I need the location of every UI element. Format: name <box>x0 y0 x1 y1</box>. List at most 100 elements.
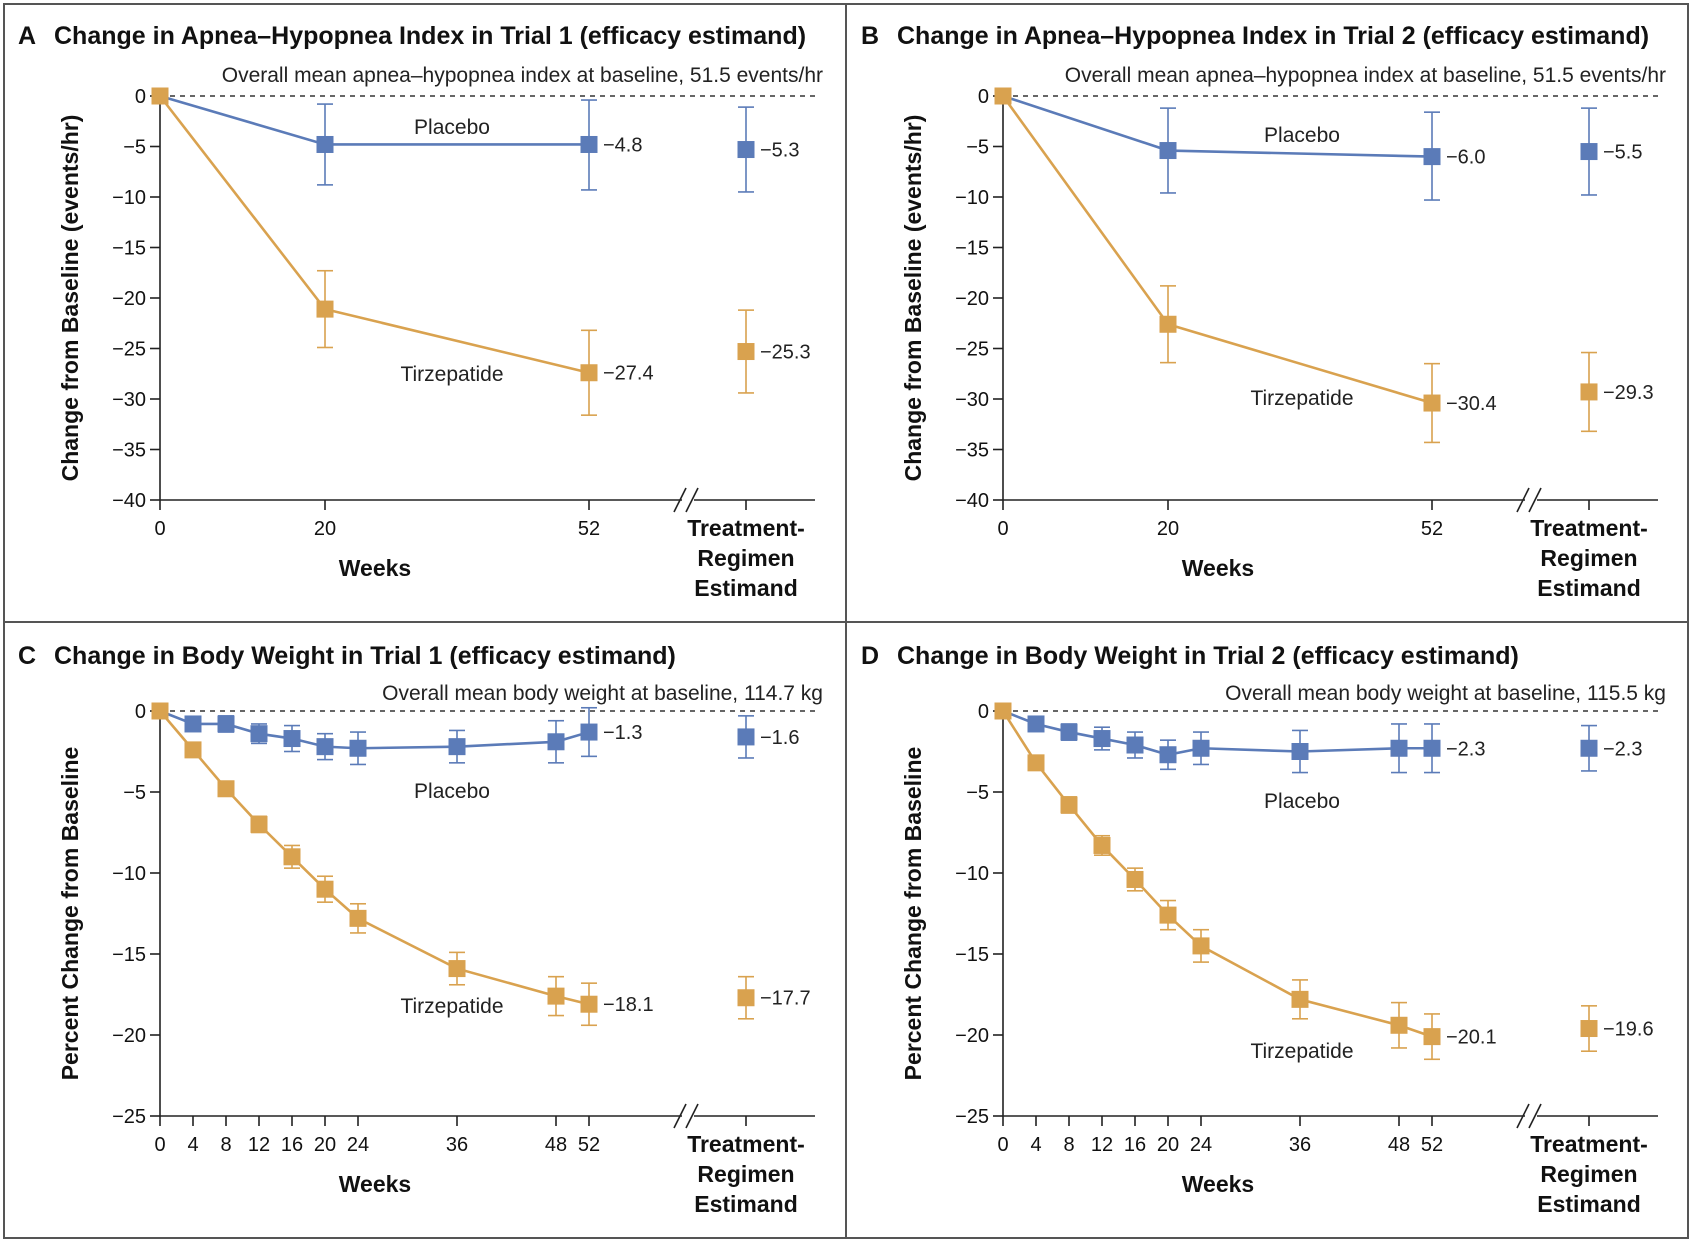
axis-break-mark <box>1516 1103 1530 1129</box>
axis-break-mark <box>1516 487 1530 513</box>
y-tick-label: −25 <box>112 1106 146 1128</box>
x-tick-label: 4 <box>187 1134 198 1156</box>
y-tick-label: −25 <box>955 339 989 361</box>
panel-title: Change in Body Weight in Trial 2 (effica… <box>897 642 1519 670</box>
y-tick-label: −20 <box>955 288 989 310</box>
data-point <box>448 738 466 756</box>
panel-b: B Change in Apnea–Hypopnea Index in Trial… <box>845 3 1689 623</box>
end-value-label: −20.1 <box>1446 1027 1497 1049</box>
series-name-label: Placebo <box>414 780 490 803</box>
estimand-axis-label: Estimand <box>1537 1191 1641 1217</box>
data-point <box>1390 1016 1408 1034</box>
data-point <box>151 702 169 720</box>
series-name-label: Tirzepatide <box>1250 387 1353 410</box>
series-line <box>1001 95 1433 405</box>
y-axis-label: Percent Change from Baseline <box>57 747 83 1081</box>
x-tick-label: 0 <box>997 1134 1008 1156</box>
estimand-axis-label: Treatment- <box>687 515 805 541</box>
y-tick-label: 0 <box>135 86 146 108</box>
estimand-axis-label: Estimand <box>694 575 798 601</box>
series-name-label: Tirzepatide <box>400 995 503 1018</box>
data-point <box>1027 715 1045 733</box>
end-value-label: −6.0 <box>1446 147 1485 169</box>
end-value-label: −4.8 <box>603 134 642 156</box>
estimand-value-label: −25.3 <box>760 342 811 364</box>
panel-frame <box>845 621 1689 1239</box>
x-tick-label: 24 <box>347 1134 369 1156</box>
data-point <box>1159 746 1177 764</box>
data-point <box>1093 836 1111 854</box>
data-point <box>1423 739 1441 757</box>
estimand-point <box>1580 383 1598 401</box>
x-tick-label: 52 <box>1421 518 1443 540</box>
y-tick-label: −35 <box>955 440 989 462</box>
data-point <box>547 987 565 1005</box>
data-point <box>316 300 334 318</box>
estimand-axis-label: Estimand <box>1537 575 1641 601</box>
estimand-value-label: −1.6 <box>760 727 799 749</box>
axis-break-mark <box>1528 1103 1542 1129</box>
estimand-axis-label: Regimen <box>1540 545 1637 571</box>
y-axis-label: Change from Baseline (events/hr) <box>57 115 83 482</box>
data-point <box>547 733 565 751</box>
series-line <box>159 710 590 1006</box>
estimand-axis-label: Treatment- <box>687 1131 805 1157</box>
x-axis-label: Weeks <box>1182 1171 1254 1197</box>
x-axis-label: Weeks <box>1182 555 1254 581</box>
y-tick-label: 0 <box>978 701 989 723</box>
y-tick-label: −15 <box>112 238 146 260</box>
data-point <box>1192 937 1210 955</box>
data-point <box>316 880 334 898</box>
x-tick-label: 24 <box>1190 1134 1212 1156</box>
data-point <box>580 995 598 1013</box>
x-tick-label: 0 <box>154 518 165 540</box>
data-point <box>1390 739 1408 757</box>
series-tirzepatide: −30.4 −29.3 <box>994 87 1654 444</box>
y-tick-label: −20 <box>955 1025 989 1047</box>
y-tick-label: −20 <box>112 288 146 310</box>
series-placebo: −4.8 −5.3 <box>151 87 799 193</box>
x-tick-label: 8 <box>220 1134 231 1156</box>
x-tick-label: 20 <box>314 518 336 540</box>
y-axis-label: Percent Change from Baseline <box>900 747 926 1081</box>
estimand-point <box>737 141 755 159</box>
data-point <box>151 87 169 105</box>
data-point <box>1159 142 1177 160</box>
x-tick-label: 0 <box>997 518 1008 540</box>
y-tick-label: 0 <box>135 701 146 723</box>
axis-break-mark <box>685 487 699 513</box>
data-point <box>184 741 202 759</box>
y-tick-label: −25 <box>955 1106 989 1128</box>
data-point <box>1093 730 1111 748</box>
data-point <box>994 87 1012 105</box>
data-point <box>316 738 334 756</box>
series-line <box>159 94 589 146</box>
y-tick-label: −10 <box>112 863 146 885</box>
panel-title: Change in Body Weight in Trial 1 (effica… <box>54 642 676 670</box>
estimand-axis-label: Regimen <box>697 1161 794 1187</box>
data-point <box>250 815 268 833</box>
estimand-value-label: −5.3 <box>760 140 799 162</box>
x-tick-label: 36 <box>1289 1134 1311 1156</box>
x-tick-label: 8 <box>1063 1134 1074 1156</box>
y-tick-label: −5 <box>123 782 146 804</box>
axis-break-mark <box>673 487 687 513</box>
series-line <box>1002 94 1433 158</box>
y-tick-label: −5 <box>966 137 989 159</box>
data-point <box>580 135 598 153</box>
data-point <box>349 909 367 927</box>
axis-break-mark <box>1528 487 1542 513</box>
x-tick-label: 48 <box>545 1134 567 1156</box>
estimand-value-label: −29.3 <box>1603 382 1654 404</box>
data-point <box>283 730 301 748</box>
data-point <box>1291 743 1309 760</box>
x-tick-label: 20 <box>314 1134 336 1156</box>
series-name-label: Placebo <box>414 116 490 139</box>
y-tick-label: −10 <box>955 187 989 209</box>
x-axis-label: Weeks <box>339 1171 411 1197</box>
data-point <box>994 702 1012 720</box>
estimand-point <box>1580 1020 1598 1038</box>
y-tick-label: −15 <box>955 238 989 260</box>
data-point <box>1192 739 1210 757</box>
